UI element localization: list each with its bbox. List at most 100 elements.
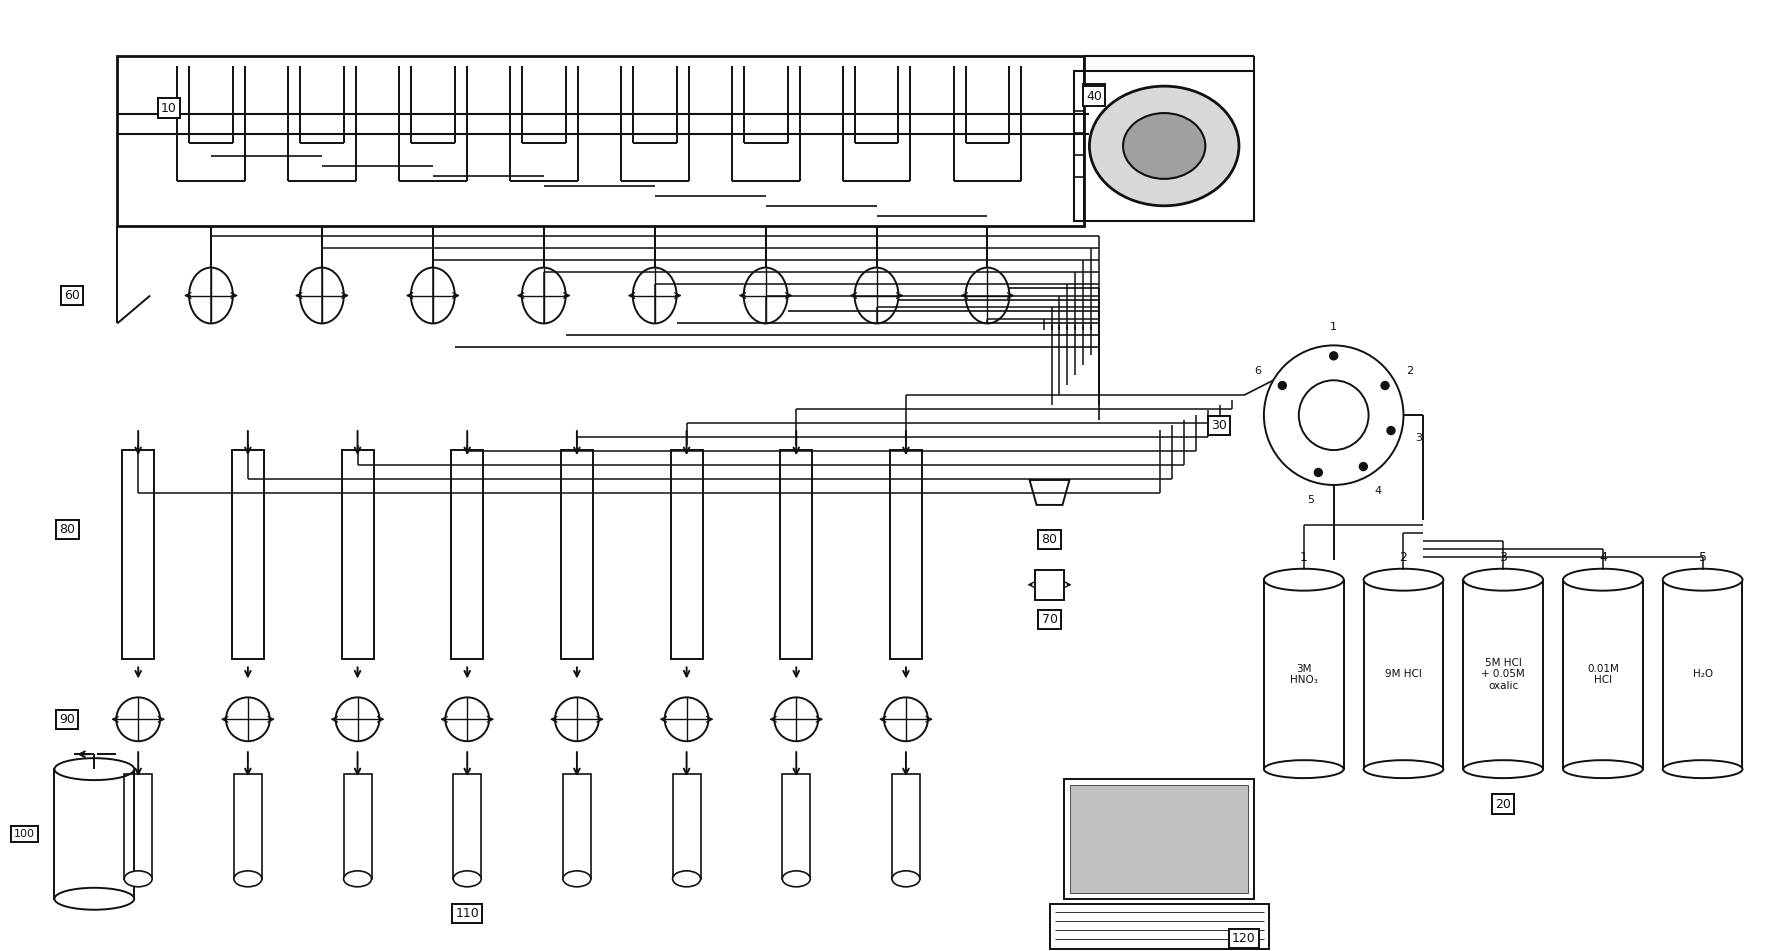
Text: 100: 100 — [14, 829, 35, 839]
Ellipse shape — [892, 871, 920, 886]
Text: 10: 10 — [161, 102, 177, 114]
Bar — [450, 450, 482, 659]
Ellipse shape — [190, 267, 232, 323]
Text: 10: 10 — [161, 102, 177, 114]
Ellipse shape — [55, 758, 135, 780]
Text: 5: 5 — [1699, 552, 1706, 564]
Ellipse shape — [454, 871, 480, 886]
Bar — [55, 769, 135, 899]
Text: 110: 110 — [456, 907, 479, 921]
Text: 70: 70 — [1041, 613, 1057, 626]
Ellipse shape — [1562, 760, 1642, 778]
Text: 120: 120 — [1232, 932, 1255, 945]
Ellipse shape — [234, 871, 262, 886]
Bar — [454, 774, 480, 879]
Circle shape — [1358, 462, 1367, 471]
Text: 100: 100 — [14, 829, 35, 839]
Text: 0.01M
HCl: 0.01M HCl — [1587, 664, 1619, 686]
Circle shape — [1330, 352, 1337, 359]
Text: 6: 6 — [1254, 366, 1261, 377]
Text: 80: 80 — [59, 523, 76, 536]
Text: 20: 20 — [1495, 798, 1511, 810]
Text: 3M
HNO₃: 3M HNO₃ — [1289, 664, 1317, 686]
Bar — [560, 450, 592, 659]
Circle shape — [1381, 381, 1388, 390]
Ellipse shape — [883, 697, 927, 741]
Bar — [890, 450, 922, 659]
Bar — [342, 450, 374, 659]
Ellipse shape — [743, 267, 787, 323]
Bar — [122, 450, 154, 659]
Ellipse shape — [225, 697, 269, 741]
Ellipse shape — [555, 697, 599, 741]
Bar — [1661, 580, 1741, 769]
Text: 40: 40 — [1085, 89, 1101, 103]
Ellipse shape — [1562, 569, 1642, 591]
Bar — [1262, 580, 1342, 769]
Text: 9M HCl: 9M HCl — [1385, 670, 1422, 679]
Bar — [344, 774, 371, 879]
Circle shape — [1298, 380, 1367, 450]
Polygon shape — [1028, 480, 1069, 505]
Ellipse shape — [445, 697, 489, 741]
Ellipse shape — [562, 871, 590, 886]
Text: 5: 5 — [1307, 495, 1314, 505]
Bar — [780, 450, 812, 659]
Bar — [124, 774, 152, 879]
Text: 80: 80 — [1041, 534, 1057, 546]
Bar — [232, 450, 264, 659]
Text: 3: 3 — [1415, 433, 1422, 443]
Ellipse shape — [521, 267, 566, 323]
Text: 1: 1 — [1300, 552, 1307, 564]
Text: 30: 30 — [1211, 418, 1227, 432]
Text: 40: 40 — [1085, 87, 1101, 101]
Ellipse shape — [1661, 569, 1741, 591]
Ellipse shape — [665, 697, 707, 741]
Bar — [670, 450, 702, 659]
Ellipse shape — [124, 871, 152, 886]
Text: 4: 4 — [1597, 552, 1606, 564]
Text: 3: 3 — [1498, 552, 1507, 564]
Text: 4: 4 — [1374, 486, 1381, 496]
Bar — [672, 774, 700, 879]
Bar — [1463, 580, 1543, 769]
Ellipse shape — [1463, 760, 1543, 778]
Ellipse shape — [773, 697, 817, 741]
Ellipse shape — [633, 267, 676, 323]
Ellipse shape — [1363, 569, 1443, 591]
Text: 2: 2 — [1406, 366, 1413, 377]
Text: 5M HCl
+ 0.05M
oxalic: 5M HCl + 0.05M oxalic — [1480, 658, 1525, 691]
Text: 30: 30 — [1211, 418, 1227, 432]
Ellipse shape — [335, 697, 379, 741]
Ellipse shape — [55, 888, 135, 910]
Ellipse shape — [300, 267, 344, 323]
Circle shape — [1278, 381, 1285, 390]
Text: 60: 60 — [64, 289, 80, 302]
Ellipse shape — [411, 267, 454, 323]
Ellipse shape — [965, 267, 1009, 323]
Bar — [117, 56, 1083, 225]
Text: 20: 20 — [1495, 798, 1511, 810]
Ellipse shape — [1661, 760, 1741, 778]
Bar — [1064, 779, 1254, 899]
Bar — [892, 774, 920, 879]
Bar — [782, 774, 810, 879]
Ellipse shape — [344, 871, 371, 886]
Text: 110: 110 — [456, 907, 479, 921]
Ellipse shape — [1463, 569, 1543, 591]
Bar — [1562, 580, 1642, 769]
Text: 1: 1 — [1330, 322, 1337, 333]
Bar — [562, 774, 590, 879]
Bar — [1363, 580, 1443, 769]
Ellipse shape — [1262, 760, 1342, 778]
Bar — [1034, 570, 1064, 600]
Bar — [1069, 786, 1246, 893]
Bar — [1074, 71, 1254, 221]
Text: 70: 70 — [1041, 613, 1057, 626]
Ellipse shape — [782, 871, 810, 886]
Bar — [1050, 903, 1268, 948]
Ellipse shape — [1363, 760, 1443, 778]
Text: 80: 80 — [59, 523, 76, 536]
Text: 2: 2 — [1399, 552, 1406, 564]
Ellipse shape — [1262, 569, 1342, 591]
